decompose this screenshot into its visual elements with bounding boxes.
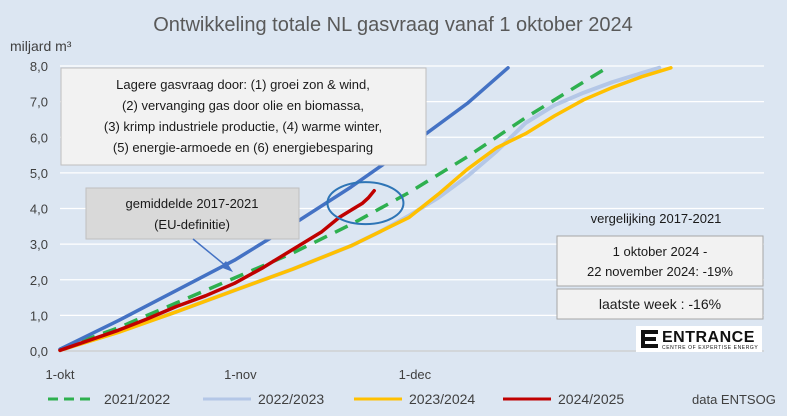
logo-name: ENTRANCE [662, 329, 755, 346]
series-line-2024-2025 [58, 188, 376, 353]
reasons-annotation: Lagere gasvraag door: (1) groei zon & wi… [60, 67, 427, 166]
reasons-line: Lagere gasvraag door: (1) groei zon & wi… [116, 77, 370, 92]
y-tick-label: 8,0 [30, 59, 48, 74]
logo-tagline: CENTRE OF EXPERTISE ENERGY [662, 345, 758, 351]
y-tick-label: 5,0 [30, 166, 48, 181]
y-tick-label: 1,0 [30, 308, 48, 323]
y-tick-label: 7,0 [30, 95, 48, 110]
y-tick-label: 2,0 [30, 273, 48, 288]
average-label-line: (EU-definitie) [154, 217, 230, 232]
legend-label: 2024/2025 [558, 391, 624, 407]
legend-label: 2021/2022 [104, 391, 170, 407]
average-arrow-line [192, 238, 227, 267]
reasons-line: (5) energie-armoede en (6) energiebespar… [113, 140, 373, 155]
comparison-box [556, 235, 764, 287]
last-week-text: laatste week : -16% [599, 296, 721, 312]
y-tick-label: 3,0 [30, 237, 48, 252]
comparison-annotation: 1 oktober 2024 - 22 november 2024: -19% [556, 235, 764, 287]
highlight-ellipse [326, 181, 405, 226]
comparison-line: 1 oktober 2024 - [613, 244, 708, 259]
average-label-line: gemiddelde 2017-2021 [126, 196, 259, 211]
y-tick-label: 0,0 [30, 344, 48, 359]
comparison-line: 22 november 2024: -19% [587, 264, 733, 279]
entrance-logo: ENTRANCE CENTRE OF EXPERTISE ENERGY [636, 326, 762, 352]
legend-label: 2022/2023 [258, 391, 324, 407]
data-source: data ENTSOG [692, 392, 776, 407]
series-line-2023-2024 [58, 66, 673, 353]
x-tick-label: 1-okt [46, 367, 75, 382]
last-week-annotation: laatste week : -16% [556, 288, 764, 320]
x-tick-label: 1-dec [399, 367, 432, 382]
x-tick-labels: 1-okt 1-nov 1-dec [46, 367, 432, 382]
reasons-line: (2) vervanging gas door olie en biomassa… [122, 98, 364, 113]
y-tick-label: 6,0 [30, 130, 48, 145]
y-tick-labels: 0,0 1,0 2,0 3,0 4,0 5,0 6,0 7,0 8,0 [30, 59, 48, 359]
legend: 2021/2022 2022/2023 2023/2024 2024/2025 [48, 391, 624, 407]
reasons-line: (3) krimp industriele productie, (4) war… [104, 119, 382, 134]
legend-label: 2023/2024 [409, 391, 475, 407]
logo-mark [641, 330, 658, 348]
x-tick-label: 1-nov [224, 367, 257, 382]
reasons-box [60, 67, 427, 166]
average-annotation: gemiddelde 2017-2021 (EU-definitie) [85, 187, 300, 272]
chart-title: Ontwikkeling totale NL gasvraag vanaf 1 … [153, 14, 633, 36]
y-axis-unit: miljard m³ [10, 38, 72, 54]
average-box [85, 187, 300, 240]
y-tick-label: 4,0 [30, 202, 48, 217]
series-line-2021-2022 [59, 66, 608, 351]
comparison-title: vergelijking 2017-2021 [591, 211, 722, 226]
average-arrow-head [220, 261, 233, 272]
last-week-box [556, 288, 764, 320]
